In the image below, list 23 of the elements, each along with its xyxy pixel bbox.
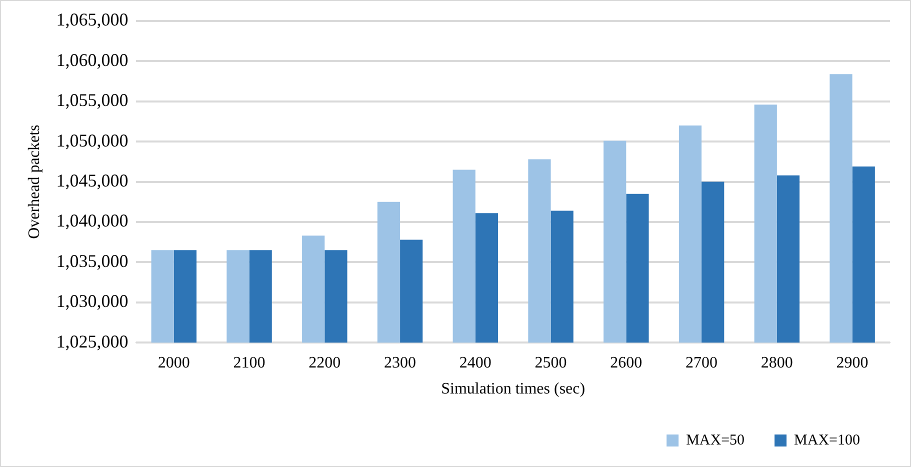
y-tick-label: 1,055,000 [56, 90, 128, 110]
y-tick-label: 1,050,000 [56, 130, 128, 150]
y-tick-label: 1,025,000 [56, 331, 128, 352]
y-tick-label: 1,045,000 [56, 170, 128, 191]
x-tick-label: 2800 [760, 354, 793, 372]
y-tick-label: 1,060,000 [56, 50, 128, 70]
x-tick-label: 2100 [233, 354, 266, 372]
y-tick-label: 1,035,000 [56, 250, 128, 271]
legend-label: MAX=50 [686, 432, 745, 448]
y-tick-label: 1,030,000 [56, 291, 128, 312]
x-tick-label: 2600 [610, 354, 642, 372]
x-tick-label: 2700 [686, 354, 718, 372]
x-tick-label: 2400 [459, 354, 492, 372]
x-tick-label: 2500 [534, 354, 567, 372]
x-tick-label: 2000 [158, 354, 190, 372]
legend-label: MAX=100 [794, 432, 860, 448]
x-axis-title: Simulation times (sec) [441, 380, 586, 398]
x-tick-label: 2200 [308, 354, 341, 372]
y-tick-label: 1,040,000 [56, 210, 128, 231]
x-tick-label: 2900 [836, 354, 868, 372]
y-axis-title: Overhead packets [26, 124, 43, 239]
x-tick-label: 2300 [384, 354, 416, 372]
y-tick-label: 1,065,000 [56, 10, 128, 30]
